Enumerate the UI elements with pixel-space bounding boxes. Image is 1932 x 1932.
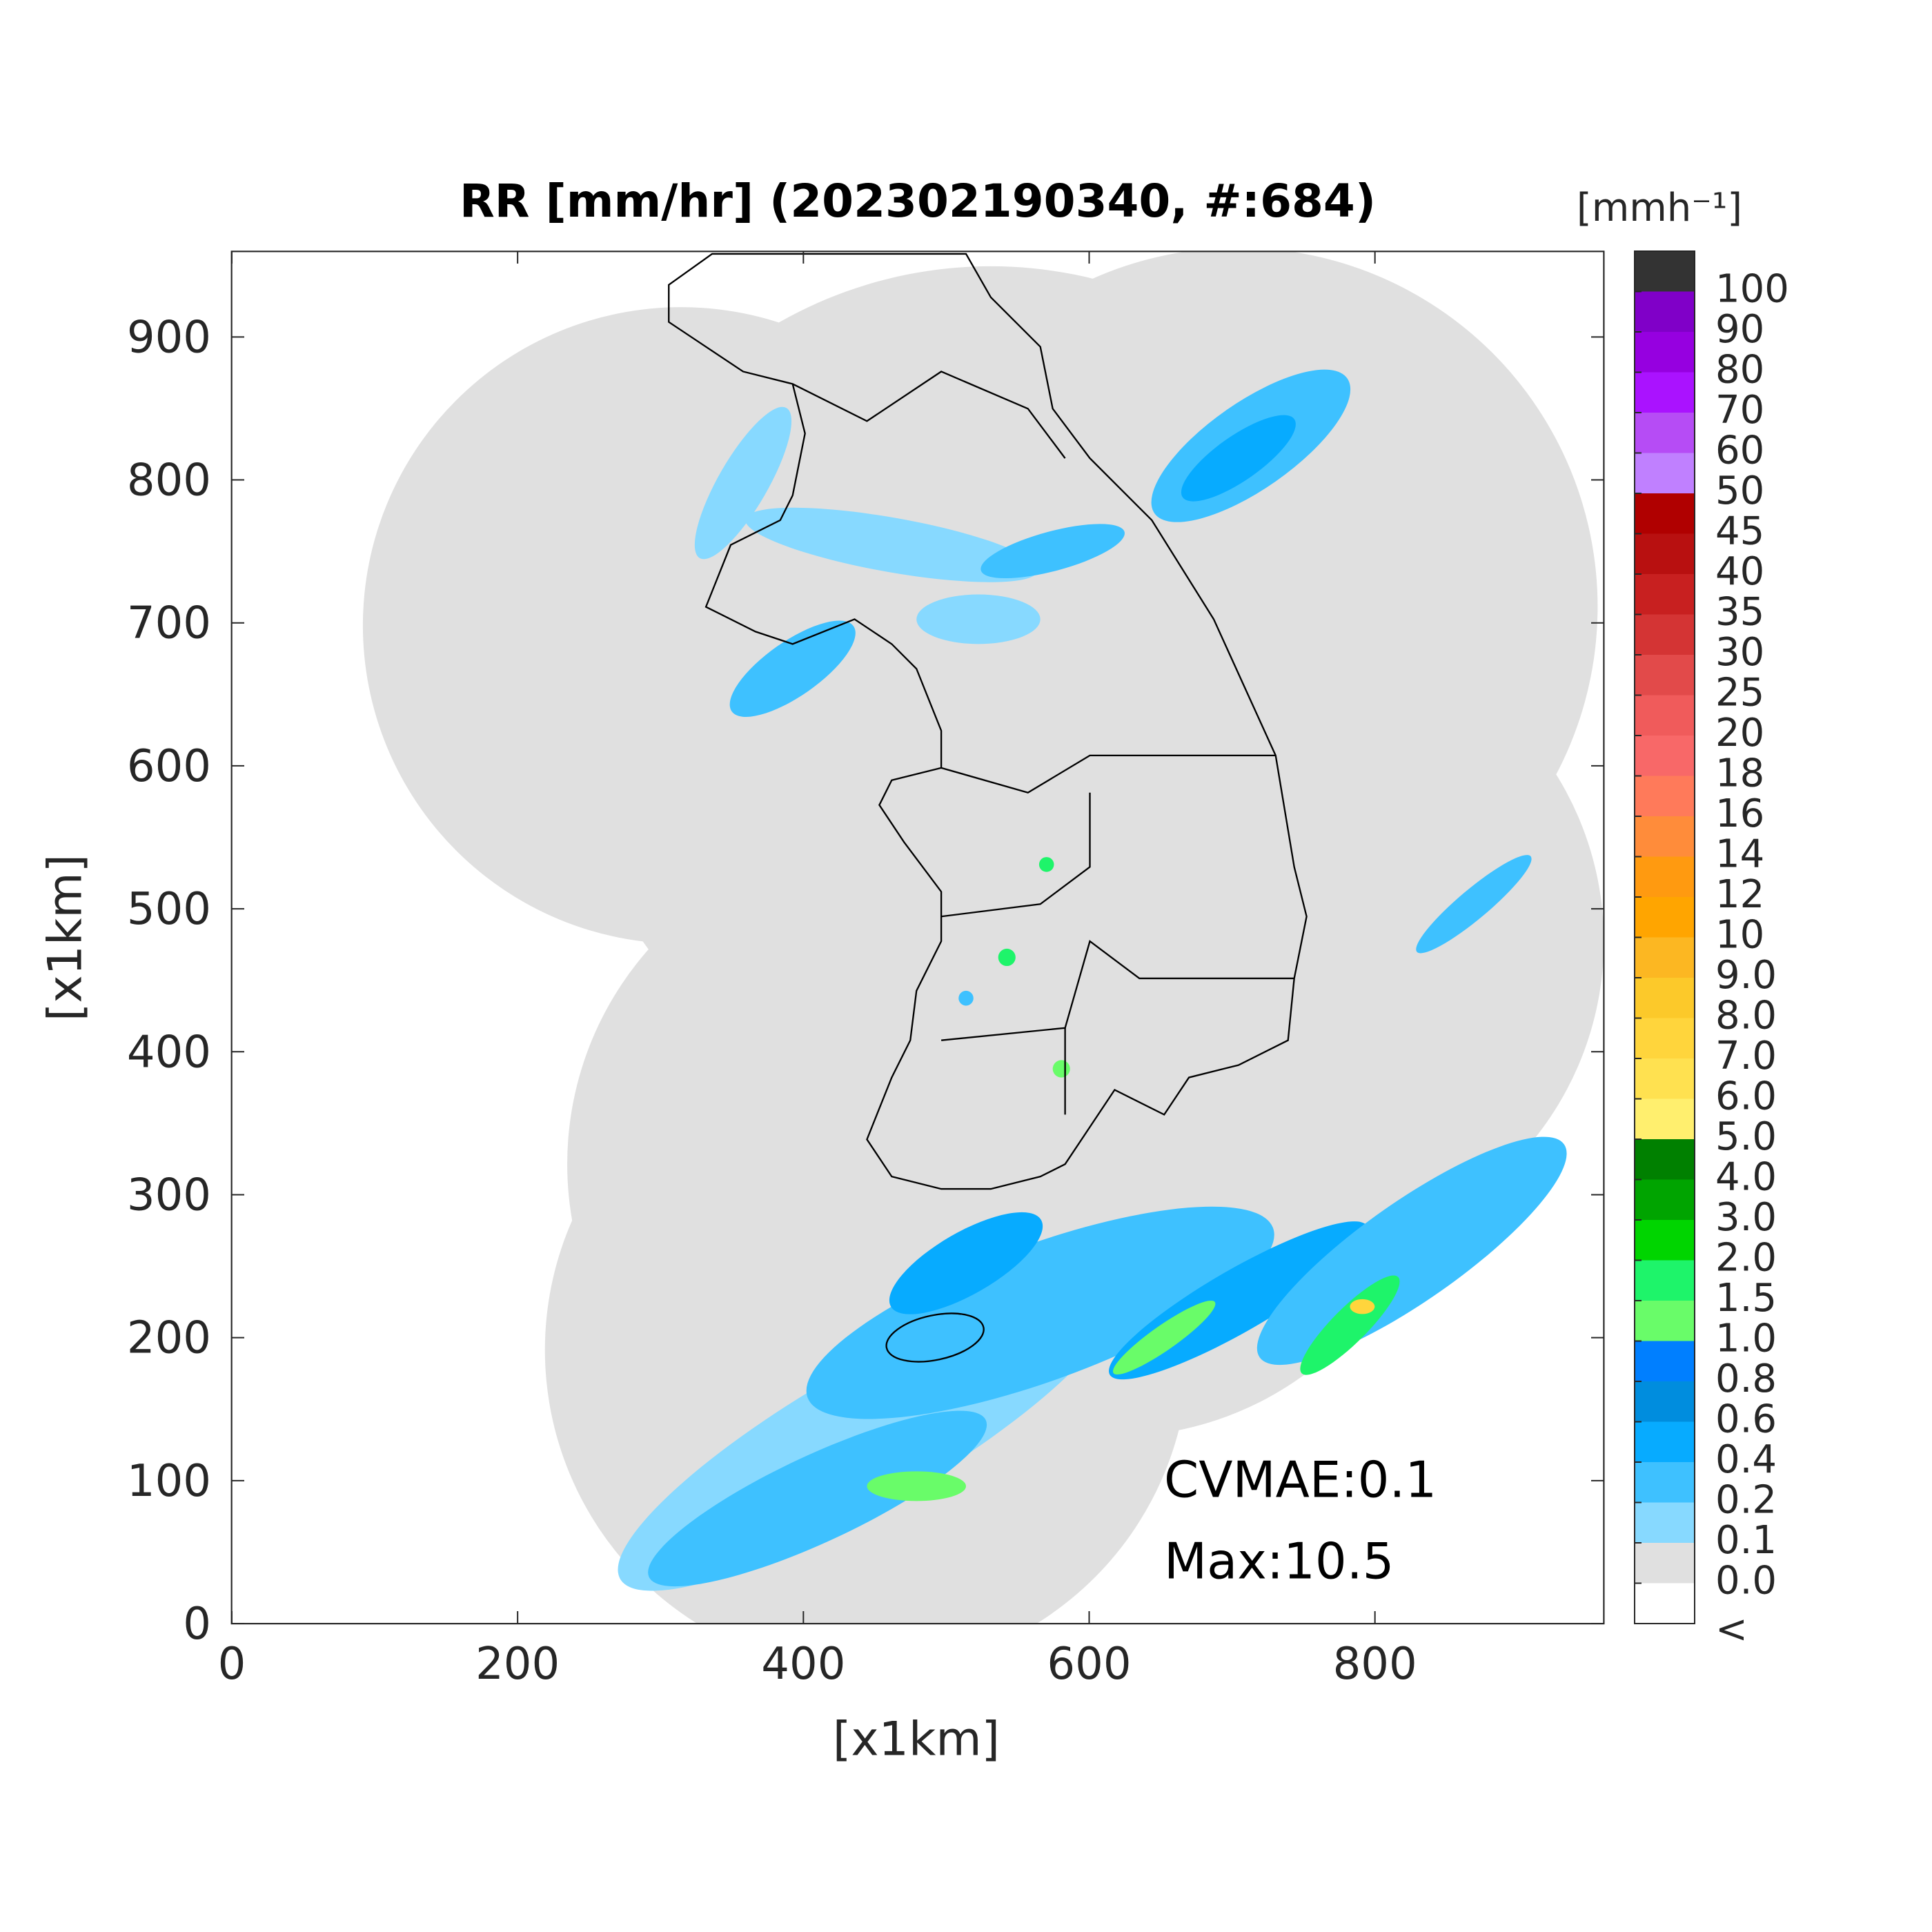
colorbar-label: 45 (1715, 509, 1764, 554)
x-tick-label: 200 (475, 1639, 560, 1690)
colorbar-segment (1635, 695, 1695, 736)
colorbar-label: 3.0 (1715, 1195, 1777, 1240)
y-tick-label: 100 (127, 1456, 211, 1507)
y-tick-label: 300 (127, 1170, 211, 1221)
colorbar-segment (1635, 655, 1695, 696)
colorbar-label: 10 (1715, 913, 1764, 958)
x-axis-label: [x1km] (833, 1713, 1000, 1767)
x-tick-label: 0 (218, 1639, 246, 1690)
colorbar-segment (1635, 937, 1695, 978)
colorbar-segment (1635, 251, 1695, 292)
colorbar-label: 0.4 (1715, 1437, 1777, 1482)
colorbar-segment (1635, 736, 1695, 776)
colorbar-segment (1635, 1220, 1695, 1261)
y-axis-label: [x1km] (39, 854, 93, 1021)
colorbar-segment (1635, 614, 1695, 655)
colorbar-label: 16 (1715, 791, 1764, 836)
colorbar-label: 70 (1715, 388, 1764, 433)
colorbar-segment (1635, 1421, 1695, 1462)
y-tick-label: 900 (127, 312, 211, 363)
x-tick-label: 400 (761, 1639, 845, 1690)
y-tick-label: 400 (127, 1027, 211, 1078)
colorbar-label: 40 (1715, 549, 1764, 594)
colorbar-segment (1635, 1018, 1695, 1058)
colorbar-segment (1635, 1341, 1695, 1381)
colorbar-segment (1635, 493, 1695, 534)
colorbar-label: 35 (1715, 590, 1764, 635)
x-tick-label: 600 (1047, 1639, 1131, 1690)
axes-frame (230, 250, 1605, 1625)
colorbar-segment (1635, 1381, 1695, 1422)
colorbar-label: 6.0 (1715, 1074, 1777, 1119)
colorbar-label: 25 (1715, 671, 1764, 716)
plot: 0 200 400 600 800 0 100 200 300 400 500 600 700 800 90… (127, 250, 1789, 1690)
colorbar-segment (1635, 1462, 1695, 1503)
colorbar-segment (1635, 1058, 1695, 1099)
colorbar-label: < (1715, 1607, 1748, 1652)
chart-title: RR [mm/hr] (202302190340, #:684) (460, 175, 1376, 228)
map-layer (230, 250, 1605, 1625)
colorbar-segment (1635, 372, 1695, 413)
colorbar-label: 80 (1715, 348, 1764, 393)
colorbar-title: [mmh⁻¹] (1577, 186, 1742, 230)
colorbar-under (1635, 1583, 1695, 1624)
precipitation (618, 369, 1567, 1591)
colorbar-segment (1635, 1179, 1695, 1220)
colorbar-label: 20 (1715, 711, 1764, 756)
colorbar-label: 4.0 (1715, 1155, 1777, 1200)
colorbar-label: 0.2 (1715, 1478, 1777, 1523)
colorbar-label: 9.0 (1715, 953, 1777, 998)
colorbar-label: 30 (1715, 630, 1764, 675)
colorbar-segment (1635, 332, 1695, 373)
colorbar-segment (1635, 1139, 1695, 1180)
colorbar-label: 50 (1715, 469, 1764, 513)
y-tick-label: 200 (127, 1313, 211, 1364)
x-tick-label: 800 (1333, 1639, 1417, 1690)
colorbar-segment (1635, 856, 1695, 897)
annotation: CVMAE:0.1 (1164, 1451, 1437, 1509)
colorbar-label: 60 (1715, 428, 1764, 473)
colorbar-label: 7.0 (1715, 1034, 1777, 1078)
colorbar-label: 12 (1715, 872, 1764, 917)
colorbar-segment (1635, 533, 1695, 574)
colorbar-label: 0.6 (1715, 1397, 1777, 1442)
colorbar-label: 14 (1715, 832, 1764, 877)
colorbar-segment (1635, 1260, 1695, 1301)
y-tick-label: 500 (127, 884, 211, 935)
coastline (668, 253, 1308, 1363)
colorbar-label: 1.0 (1715, 1317, 1777, 1361)
colorbar-segment (1635, 413, 1695, 453)
colorbar-segment (1635, 574, 1695, 615)
colorbar-label: 100 (1715, 267, 1789, 312)
annotation: Max:10.5 (1164, 1532, 1394, 1590)
colorbar-segment (1635, 1543, 1695, 1584)
y-tick-label: 800 (127, 455, 211, 506)
colorbar-segment (1635, 1502, 1695, 1543)
colorbar-label: 0.0 (1715, 1559, 1777, 1604)
colorbar-label: 0.8 (1715, 1357, 1777, 1401)
colorbar-segment (1635, 453, 1695, 493)
colorbar-segment (1635, 897, 1695, 938)
y-tick-label: 700 (127, 598, 211, 649)
colorbar-label: 90 (1715, 307, 1764, 352)
colorbar-label: 8.0 (1715, 994, 1777, 1038)
colorbar-segment (1635, 776, 1695, 816)
colorbar-label: 5.0 (1715, 1114, 1777, 1159)
colorbar-label: 1.5 (1715, 1276, 1777, 1321)
y-tick-label: 600 (127, 741, 211, 792)
colorbar-label: 18 (1715, 751, 1764, 796)
y-tick-label: 0 (183, 1599, 211, 1650)
colorbar-segment (1635, 978, 1695, 1018)
colorbar-segment (1635, 1301, 1695, 1341)
colorbar-label: 0.1 (1715, 1518, 1777, 1563)
colorbar-segment (1635, 291, 1695, 332)
colorbar-segment (1635, 816, 1695, 857)
radar-field (362, 251, 1604, 1624)
colorbar-label: 2.0 (1715, 1236, 1777, 1281)
colorbar-segment (1635, 1098, 1695, 1139)
